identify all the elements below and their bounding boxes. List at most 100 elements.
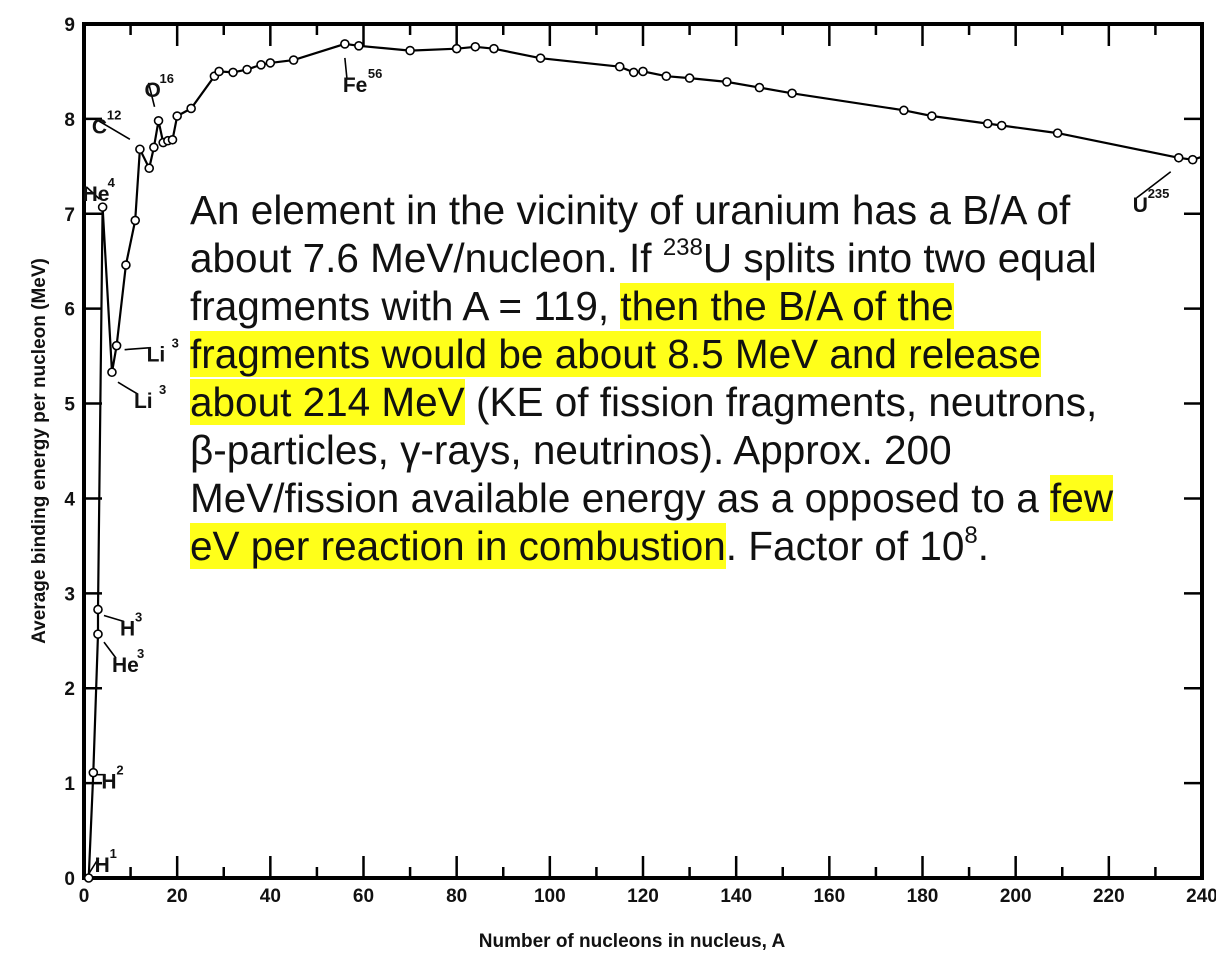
isotope-mass-number: 12 xyxy=(107,107,121,122)
y-tick-label: 3 xyxy=(64,584,75,605)
isotope-label-h: H xyxy=(101,771,116,794)
y-tick-label: 4 xyxy=(64,489,75,510)
isotope-leader-line xyxy=(87,857,100,875)
data-point xyxy=(83,873,94,883)
x-tick-label: 220 xyxy=(1093,886,1125,907)
x-tick-label: 80 xyxy=(446,886,467,907)
data-point xyxy=(93,604,103,615)
x-axis-title: Number of nucleons in nucleus, A xyxy=(479,931,786,952)
note-text-5: . xyxy=(977,523,990,569)
data-point xyxy=(153,115,164,126)
data-point xyxy=(1052,128,1063,138)
y-axis-title: Average binding energy per nucleon (MeV) xyxy=(29,258,50,644)
isotope-label-li: Li xyxy=(134,390,153,413)
y-tick-label: 1 xyxy=(64,774,75,795)
data-point xyxy=(628,67,639,78)
data-point xyxy=(242,64,252,75)
isotope-mass-number: 3 xyxy=(135,609,142,624)
data-point xyxy=(354,41,364,51)
x-tick-label: 180 xyxy=(907,886,939,907)
x-tick-labels: 0 20 40 60 80 100 120 140 160 180 200 220 240 xyxy=(79,886,1216,907)
data-point xyxy=(121,260,131,270)
data-point xyxy=(93,629,103,639)
data-point xyxy=(451,43,462,54)
plot-frame xyxy=(82,22,1204,880)
data-point xyxy=(996,120,1007,131)
isotope-mass-number: 2 xyxy=(116,763,123,778)
isotope-mass-number: 1 xyxy=(110,846,117,861)
y-tick-label: 0 xyxy=(64,869,75,890)
data-point xyxy=(489,43,499,54)
x-tick-label: 40 xyxy=(260,886,281,907)
data-point xyxy=(899,105,909,116)
data-point xyxy=(144,163,155,174)
isotope-leader-line xyxy=(344,57,348,79)
note-text-3: (KE of fission fragments, neutrons, β-pa… xyxy=(190,379,1098,521)
data-point xyxy=(982,118,993,129)
y-tick-labels: 0 1 2 3 4 5 6 7 8 9 xyxy=(64,15,75,890)
x-tick-label: 160 xyxy=(813,886,845,907)
data-point xyxy=(535,53,546,63)
isotope-leader-line xyxy=(124,346,151,351)
isotope-label-fe: Fe xyxy=(343,74,368,97)
data-point xyxy=(149,142,159,153)
data-point xyxy=(288,55,299,65)
isotope-leader-line xyxy=(117,381,139,395)
x-tick-label: 100 xyxy=(534,886,566,907)
note-superscript-mass: 238 xyxy=(662,234,703,261)
y-tick-label: 8 xyxy=(64,110,75,131)
data-point xyxy=(265,58,276,68)
binding-energy-curve xyxy=(87,42,1203,879)
isotope-leader-line xyxy=(103,641,117,659)
isotope-label-he: He xyxy=(112,654,139,677)
y-tick-label: 5 xyxy=(64,395,75,416)
y-tick-label: 2 xyxy=(64,679,75,700)
isotope-leader-line xyxy=(95,118,131,140)
data-point xyxy=(167,134,178,145)
x-tick-label: 120 xyxy=(627,886,659,907)
isotope-label-h: H xyxy=(120,617,135,640)
fission-energy-note: An element in the vicinity of uranium ha… xyxy=(190,186,1120,570)
isotope-label-c: C xyxy=(92,115,107,138)
data-point xyxy=(405,45,415,56)
isotope-mass-number: 56 xyxy=(368,66,382,81)
data-point xyxy=(256,60,266,70)
data-point xyxy=(1187,154,1198,165)
y-tick-label: 9 xyxy=(64,15,75,36)
data-point xyxy=(684,73,695,83)
isotope-mass-number: 235 xyxy=(1148,186,1170,201)
isotope-label-u: U xyxy=(1133,194,1148,217)
note-text-2: U splits into two equal fragments with A… xyxy=(190,235,1097,329)
isotope-label-h: H xyxy=(95,854,110,877)
data-point xyxy=(927,111,937,121)
note-text-4: . Factor of 10 xyxy=(725,523,965,569)
x-tick-label: 0 xyxy=(79,886,90,907)
isotope-leader-line xyxy=(103,614,125,623)
data-point xyxy=(228,67,238,78)
data-point xyxy=(787,88,797,99)
data-point xyxy=(614,61,625,72)
data-point xyxy=(470,41,481,52)
data-point xyxy=(111,340,122,351)
data-point xyxy=(754,82,765,93)
x-tick-label: 20 xyxy=(167,886,188,907)
x-tick-label: 60 xyxy=(353,886,374,907)
note-superscript-exponent: 8 xyxy=(964,522,978,549)
data-point xyxy=(214,66,224,77)
data-point xyxy=(722,77,732,87)
data-point xyxy=(340,39,350,49)
data-point xyxy=(130,215,141,226)
isotope-leader-line xyxy=(147,82,156,107)
isotope-mass-number: 3 xyxy=(172,336,179,351)
note-text-1: An element in the vicinity of uranium ha… xyxy=(190,187,1071,281)
x-tick-label: 240 xyxy=(1186,886,1216,907)
isotope-leader-line xyxy=(1136,171,1172,199)
isotope-label-he: He xyxy=(83,183,110,206)
isotope-mass-number: 16 xyxy=(160,71,174,86)
data-point xyxy=(661,71,672,81)
isotope-mass-number: 3 xyxy=(159,382,166,397)
data-point xyxy=(88,767,99,778)
y-tick-label: 7 xyxy=(64,205,75,226)
